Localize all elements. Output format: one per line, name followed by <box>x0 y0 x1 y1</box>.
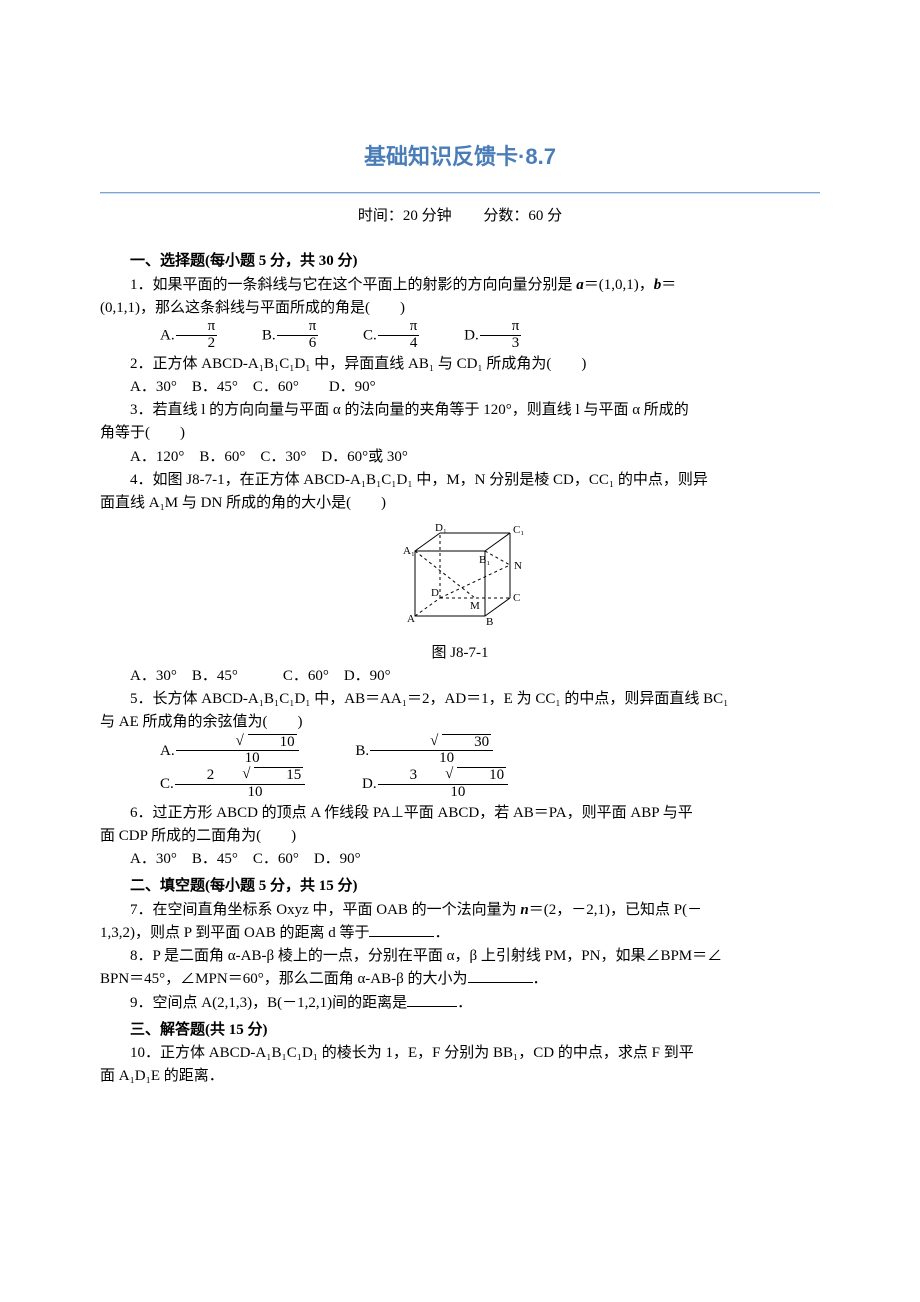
q3-line1: 3．若直线 l 的方向向量与平面 α 的法向量的夹角等于 120°，则直线 l … <box>100 399 820 422</box>
q8-line2: BPN＝45°，∠MPN＝60°，那么二面角 α-AB-β 的大小为 ． <box>100 968 820 991</box>
q4-choices: A．30° B．45° C．60° D．90° <box>100 665 820 688</box>
den10: 10 <box>176 750 299 767</box>
pi: π <box>378 319 420 335</box>
q1-D-label: D. <box>464 328 479 344</box>
lbl-A: A <box>407 613 415 625</box>
den6: 6 <box>277 335 319 352</box>
lbl-C1: C₁ <box>513 524 524 536</box>
lbl-C: C <box>513 592 520 604</box>
pi: π <box>277 319 319 335</box>
den4: 4 <box>378 335 420 352</box>
section2-head: 二、填空题(每小题 5 分，共 15 分) <box>100 875 820 898</box>
q7-line1: 7．在空间直角坐标系 Oxyz 中，平面 OAB 的一个法向量为 n＝(2，－2… <box>100 899 820 922</box>
q5-D-label: D. <box>362 776 377 792</box>
q7-text-a: 7．在空间直角坐标系 Oxyz 中，平面 OAB 的一个法向量为 <box>130 902 520 918</box>
den2: 2 <box>176 335 218 352</box>
den10d: 10 <box>378 784 509 801</box>
q5-B-label: B. <box>355 743 369 759</box>
meta-row: 时间：20 分钟 分数：60 分 <box>100 205 820 228</box>
q1-optA: A.π2 <box>130 320 218 353</box>
q6-line2: 面 CDP 所成的二面角为( ) <box>100 825 820 848</box>
lbl-A1: A₁ <box>403 545 415 557</box>
q9-a: 9．空间点 A(2,1,3)，B(－1,2,1)间的距离是 <box>130 995 407 1011</box>
figure-caption: 图 J8-7-1 <box>100 642 820 665</box>
q5-line2: 与 AE 所成角的余弦值为( ) <box>100 711 820 734</box>
q1-B-label: B. <box>262 328 276 344</box>
q7-line2: 1,3,2)，则点 P 到平面 OAB 的距离 d 等于 ． <box>100 922 820 945</box>
lbl-B: B <box>486 616 493 628</box>
q5-optB: B. 3010 <box>325 735 494 769</box>
q8-line1: 8．P 是二面角 α-AB-β 棱上的一点，分别在平面 α，β 上引射线 PM，… <box>100 945 820 968</box>
q3-line2: 角等于( ) <box>100 422 820 445</box>
lbl-D: D <box>431 587 439 599</box>
den10c: 10 <box>175 784 306 801</box>
q7-text-b: ＝(2，－2,1)，已知点 P(－ <box>529 902 702 918</box>
q5-optD: D.31010 <box>332 768 509 802</box>
den10b: 10 <box>370 750 493 767</box>
time-label: 时间：20 分钟 <box>358 208 452 224</box>
section3-head: 三、解答题(共 15 分) <box>100 1019 820 1042</box>
q9-b: ． <box>457 995 472 1011</box>
q1-bval: ＝ <box>661 277 676 293</box>
rad10: 10 <box>248 734 297 751</box>
lbl-M: M <box>470 600 480 612</box>
q8-l2a: BPN＝45°，∠MPN＝60°，那么二面角 α-AB-β 的大小为 <box>100 971 468 987</box>
q7-l2a: 1,3,2)，则点 P 到平面 OAB 的距离 d 等于 <box>100 925 369 941</box>
q10-line1: 10．正方体 ABCD-A₁B₁C₁D₁ 的棱长为 1，E，F 分别为 BB₁，… <box>100 1042 820 1065</box>
rad10b: 10 <box>457 767 506 784</box>
blank-1 <box>369 922 434 937</box>
blank-3 <box>407 992 457 1007</box>
page-title: 基础知识反馈卡·8.7 <box>100 140 820 174</box>
q4-line1: 4．如图 J8-7-1，在正方体 ABCD-A₁B₁C₁D₁ 中，M，N 分别是… <box>100 469 820 492</box>
score-label: 分数：60 分 <box>483 208 562 224</box>
q5-optA: A.1010 <box>130 735 300 769</box>
vec-a: a <box>576 277 584 293</box>
lbl-B1: B₁ <box>479 554 490 566</box>
q5-C-label: C. <box>160 776 174 792</box>
section1-head: 一、选择题(每小题 5 分，共 30 分) <box>100 250 820 273</box>
q5-A-label: A. <box>160 743 175 759</box>
vec-n: n <box>520 902 528 918</box>
q10-line2: 面 A₁D₁E 的距离． <box>100 1065 820 1088</box>
q1-optB: B.π6 <box>232 320 319 353</box>
den3: 3 <box>480 335 522 352</box>
cube-figure: D₁ C₁ A₁ B₁ D C A B M N <box>385 521 535 631</box>
lbl-N: N <box>514 560 522 572</box>
q1-line2: (0,1,1)，那么这条斜线与平面所成的角是( ) <box>100 297 820 320</box>
q1-text: 1．如果平面的一条斜线与它在这个平面上的射影的方向向量分别是 <box>130 277 576 293</box>
q6-line1: 6．过正方形 ABCD 的顶点 A 作线段 PA⊥平面 ABCD，若 AB＝PA… <box>100 802 820 825</box>
q5-line1: 5．长方体 ABCD-A₁B₁C₁D₁ 中，AB＝AA₁＝2，AD＝1，E 为 … <box>100 688 820 711</box>
pi: π <box>480 319 522 335</box>
q9: 9．空间点 A(2,1,3)，B(－1,2,1)间的距离是 ． <box>100 992 820 1015</box>
q1-optC: C.π4 <box>333 320 420 353</box>
lbl-D1: D₁ <box>435 522 447 534</box>
q1-C-label: C. <box>363 328 377 344</box>
q5-choices-row2: C.21510 D.31010 <box>100 768 820 802</box>
rad30: 30 <box>442 734 491 751</box>
pi: π <box>176 319 218 335</box>
q3-choices: A．120° B．60° C．30° D．60°或 30° <box>100 446 820 469</box>
rad15: 15 <box>254 767 303 784</box>
q5-choices-row1: A.1010 B.3010 <box>100 735 820 769</box>
q1-line1: 1．如果平面的一条斜线与它在这个平面上的射影的方向向量分别是 a＝(1,0,1)… <box>100 274 820 297</box>
q1-A-label: A. <box>160 328 175 344</box>
q7-l2b: ． <box>434 925 449 941</box>
q2-choices: A．30° B．45° C．60° D．90° <box>100 376 820 399</box>
figure-wrap: D₁ C₁ A₁ B₁ D C A B M N <box>100 521 820 639</box>
q8-l2b: ． <box>533 971 548 987</box>
q5-optC: C.21510 <box>130 768 306 802</box>
q2: 2．正方体 ABCD-A₁B₁C₁D₁ 中，异面直线 AB₁ 与 CD₁ 所成角… <box>100 353 820 376</box>
q6-choices: A．30° B．45° C．60° D．90° <box>100 848 820 871</box>
q1-aval: ＝(1,0,1)， <box>584 277 654 293</box>
q4-line2: 面直线 A₁M 与 DN 所成的角的大小是( ) <box>100 492 820 515</box>
q1-choices: A.π2 B.π6 C.π4 D.π3 <box>100 320 820 353</box>
title-underline <box>100 192 820 193</box>
blank-2 <box>468 968 533 983</box>
q1-optD: D.π3 <box>434 320 522 353</box>
